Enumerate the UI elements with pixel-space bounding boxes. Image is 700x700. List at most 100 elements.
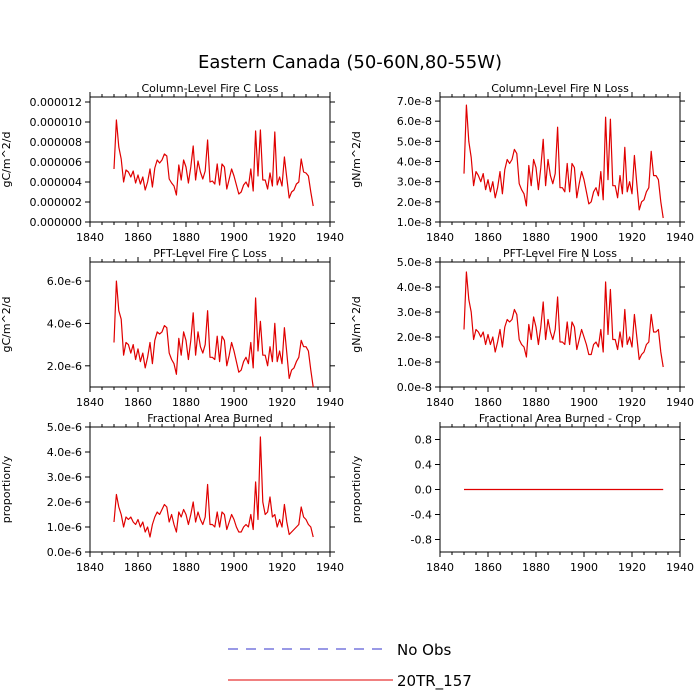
panel-title: Column-Level Fire N Loss — [491, 82, 629, 95]
x-tick-label: 1880 — [172, 396, 200, 409]
y-tick-label: 3.0e-8 — [397, 306, 432, 319]
y-tick-label: 0.000012 — [30, 96, 83, 109]
y-tick-label: 4.0e-6 — [47, 317, 82, 330]
x-tick-label: 1920 — [268, 231, 296, 244]
x-tick-label: 1880 — [172, 561, 200, 574]
series-line-20tr-157 — [113, 436, 314, 538]
x-tick-label: 1900 — [570, 231, 598, 244]
x-tick-label: 1940 — [666, 396, 694, 409]
series-line-20tr-157 — [463, 271, 664, 368]
x-tick-label: 1840 — [76, 231, 104, 244]
y-tick-label: 1.0e-8 — [397, 216, 432, 229]
panel-title: PFT-Level Fire N Loss — [503, 247, 617, 260]
chart-panel-3: PFT-Level Fire C Loss gC/m^2/d 1840 1860 188… — [0, 247, 344, 409]
y-tick-label: 2.0e-8 — [397, 331, 432, 344]
x-tick-label: 1900 — [570, 396, 598, 409]
y-axis-label: gC/m^2/d — [0, 132, 13, 188]
x-tick-label: 1940 — [316, 231, 344, 244]
x-tick-label: 1860 — [474, 561, 502, 574]
y-tick-label: 0.0e-6 — [47, 546, 82, 559]
panel-title: Fractional Area Burned — [147, 412, 273, 425]
x-tick-label: 1900 — [570, 561, 598, 574]
chart-panel-1: Column-Level Fire C Loss gC/m^2/d 1840 1860… — [0, 82, 344, 244]
x-tick-label: 1940 — [316, 561, 344, 574]
x-tick-label: 1840 — [426, 561, 454, 574]
y-axis-label: proportion/y — [350, 455, 363, 523]
x-tick-label: 1920 — [268, 396, 296, 409]
y-tick-label: 0.0 — [415, 484, 433, 497]
y-axis-label: gN/m^2/d — [350, 296, 363, 353]
chart-panel-2: Column-Level Fire N Loss gN/m^2/d 1840 1860… — [350, 82, 694, 244]
x-tick-label: 1920 — [618, 231, 646, 244]
x-tick-label: 1920 — [618, 396, 646, 409]
x-tick-label: 1840 — [76, 396, 104, 409]
y-tick-label: 2.0e-6 — [47, 360, 82, 373]
y-tick-label: 0.8 — [415, 434, 433, 447]
x-tick-label: 1940 — [316, 396, 344, 409]
x-tick-label: 1860 — [124, 231, 152, 244]
x-tick-label: 1840 — [426, 231, 454, 244]
chart-panel-4: PFT-Level Fire N Loss gN/m^2/d 1840 1860 188… — [350, 247, 694, 409]
panels-group: Column-Level Fire C Loss gC/m^2/d 1840 1860… — [0, 82, 694, 574]
legend: No Obs 20TR_157 — [228, 641, 472, 691]
y-tick-label: 1.0e-8 — [397, 356, 432, 369]
figure-title: Eastern Canada (50-60N,80-55W) — [198, 52, 502, 73]
chart-panel-6: Fractional Area Burned - Crop proportion/… — [350, 412, 694, 574]
x-tick-label: 1860 — [474, 396, 502, 409]
x-tick-label: 1900 — [220, 396, 248, 409]
x-tick-label: 1840 — [426, 396, 454, 409]
panel-title: Fractional Area Burned - Crop — [479, 412, 641, 425]
panel-title: Column-Level Fire C Loss — [141, 82, 278, 95]
y-tick-label: 6.0e-8 — [397, 115, 432, 128]
legend-label-20tr-157: 20TR_157 — [397, 672, 472, 691]
plot-frame — [89, 426, 331, 553]
y-tick-label: 4.0e-8 — [397, 281, 432, 294]
y-tick-label: 6.0e-6 — [47, 275, 82, 288]
x-tick-label: 1880 — [522, 231, 550, 244]
x-tick-label: 1860 — [124, 561, 152, 574]
x-tick-label: 1860 — [474, 231, 502, 244]
y-tick-label: 0.000002 — [30, 196, 83, 209]
y-tick-label: 5.0e-6 — [47, 421, 82, 434]
y-tick-label: 0.000000 — [30, 216, 83, 229]
x-tick-label: 1920 — [618, 561, 646, 574]
y-axis-label: proportion/y — [0, 455, 13, 523]
panel-title: PFT-Level Fire C Loss — [153, 247, 267, 260]
series-line-20tr-157 — [113, 280, 314, 388]
x-tick-label: 1880 — [522, 561, 550, 574]
x-tick-label: 1940 — [666, 231, 694, 244]
x-tick-label: 1940 — [666, 561, 694, 574]
chart-panel-5: Fractional Area Burned proportion/y 1840 18… — [0, 412, 344, 574]
y-tick-label: 0.000006 — [30, 156, 83, 169]
y-tick-label: -0.4 — [411, 509, 432, 522]
x-tick-label: 1900 — [220, 561, 248, 574]
series-line-20tr-157 — [113, 119, 314, 207]
y-tick-label: 3.0e-8 — [397, 176, 432, 189]
y-tick-label: 5.0e-8 — [397, 135, 432, 148]
y-tick-label: 5.0e-8 — [397, 256, 432, 269]
y-axis-label: gC/m^2/d — [0, 297, 13, 353]
y-axis-label: gN/m^2/d — [350, 131, 363, 188]
legend-label-no-obs: No Obs — [397, 641, 451, 659]
y-tick-label: 0.000008 — [30, 136, 83, 149]
y-tick-label: 4.0e-8 — [397, 156, 432, 169]
y-tick-label: 0.0e-8 — [397, 381, 432, 394]
x-tick-label: 1880 — [522, 396, 550, 409]
x-tick-label: 1880 — [172, 231, 200, 244]
y-tick-label: 2.0e-6 — [47, 496, 82, 509]
y-tick-label: -0.8 — [411, 534, 432, 547]
x-tick-label: 1900 — [220, 231, 248, 244]
x-tick-label: 1920 — [268, 561, 296, 574]
y-tick-label: 7.0e-8 — [397, 95, 432, 108]
y-tick-label: 4.0e-6 — [47, 446, 82, 459]
plot-frame — [89, 96, 331, 223]
x-tick-label: 1860 — [124, 396, 152, 409]
y-tick-label: 2.0e-8 — [397, 196, 432, 209]
y-tick-label: 3.0e-6 — [47, 471, 82, 484]
y-tick-label: 1.0e-6 — [47, 521, 82, 534]
y-tick-label: 0.4 — [415, 459, 433, 472]
x-tick-label: 1840 — [76, 561, 104, 574]
y-tick-label: 0.000004 — [30, 176, 83, 189]
plot-frame — [439, 96, 681, 223]
